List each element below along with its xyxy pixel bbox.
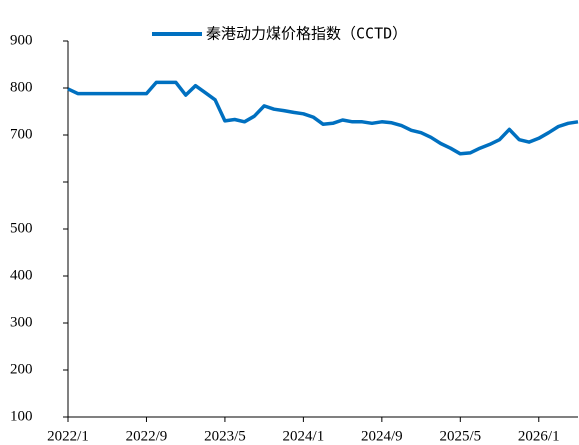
y-tick-label: 800 [10, 79, 33, 95]
line-series [67, 80, 579, 156]
x-tick-label: 2024/1 [283, 428, 325, 444]
x-tick-label: 2024/9 [361, 428, 403, 444]
x-tick-label: 2026/1 [518, 428, 560, 444]
x-tick-label: 2022/1 [47, 428, 89, 444]
y-tick-label: 100 [10, 408, 33, 424]
y-tick-label: 200 [10, 361, 33, 377]
legend-label: 秦港动力煤价格指数（CCTD） [206, 25, 407, 43]
y-tick-label: 700 [10, 126, 33, 142]
y-tick-label: 400 [10, 267, 33, 283]
x-tick-label: 2025/5 [439, 428, 481, 444]
y-tick-label: 300 [10, 314, 33, 330]
y-tick-label: 500 [10, 220, 33, 236]
x-tick-label: 2022/9 [126, 428, 168, 444]
y-tick-label: 900 [10, 32, 33, 48]
x-tick-label: 2023/5 [204, 428, 246, 444]
